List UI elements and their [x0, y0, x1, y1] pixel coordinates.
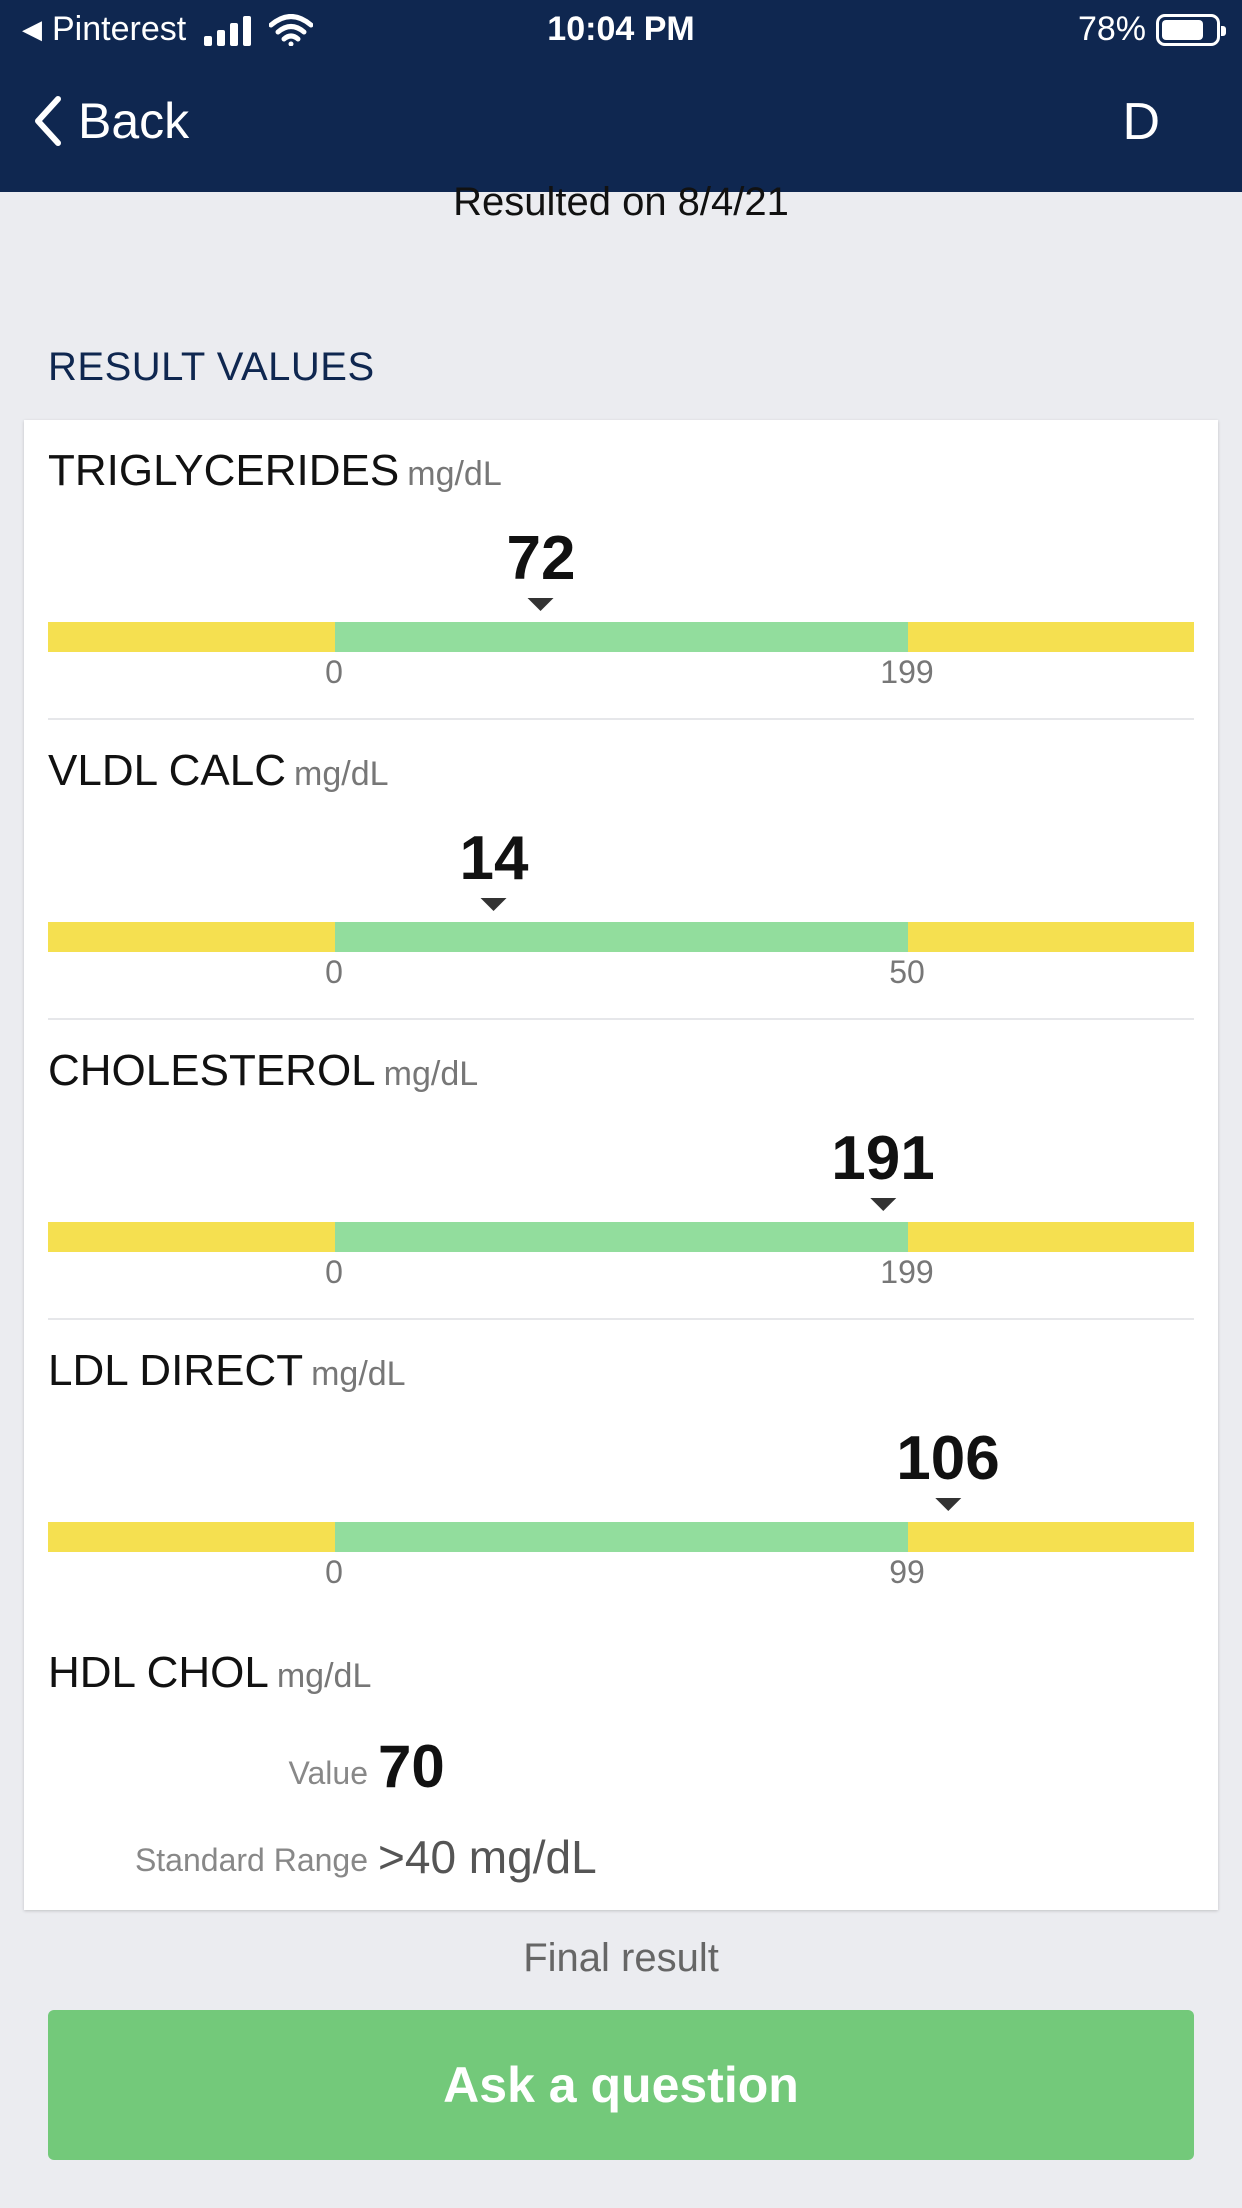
result-unit: mg/dL	[276, 1657, 372, 1695]
cellular-signal-icon	[204, 14, 252, 46]
result-name: CHOLESTEROL mg/dL	[48, 1046, 479, 1095]
range-bar	[48, 1222, 1194, 1252]
result-name: LDL DIRECT mg/dL	[48, 1346, 406, 1395]
marker-arrow-icon	[528, 598, 554, 611]
avatar[interactable]: D	[1122, 93, 1160, 151]
divider	[48, 718, 1194, 720]
standard-range-label: Standard Range	[134, 1842, 368, 1878]
chevron-left-icon	[35, 96, 61, 146]
result-unit: mg/dL	[383, 1055, 479, 1093]
wifi-icon	[269, 13, 314, 46]
range-bar	[48, 1522, 1194, 1552]
ask-question-button[interactable]: Ask a question	[48, 2010, 1194, 2160]
result-row-ldl: LDL DIRECT mg/dL 106 0 99	[24, 1320, 1218, 1620]
result-unit: mg/dL	[294, 755, 389, 793]
value-label: Value	[288, 1755, 368, 1791]
range-high: 199	[880, 654, 934, 690]
result-value-marker: 72	[506, 524, 576, 611]
result-name: TRIGLYCERIDES mg/dL	[48, 446, 502, 495]
result-value-marker: 106	[896, 1424, 1000, 1511]
marker-arrow-icon	[934, 1498, 961, 1511]
result-values-card: TRIGLYCERIDES mg/dL 72 0 199 VLDL CALC mg/…	[24, 420, 1218, 1910]
resulted-date: Resulted on 8/4/21	[453, 180, 789, 224]
marker-arrow-icon	[481, 898, 507, 911]
result-row-cholesterol: CHOLESTEROL mg/dL 191 0 199	[24, 1020, 1218, 1320]
result-value-marker: 191	[831, 1124, 935, 1211]
back-button[interactable]: Back	[32, 92, 189, 150]
back-label: Back	[78, 93, 190, 149]
result-row-vldl: VLDL CALC mg/dL 14 0 50	[24, 720, 1218, 1020]
back-to-app-icon: ◀	[22, 14, 42, 44]
range-low: 0	[325, 954, 343, 990]
back-to-app-label: Pinterest	[52, 10, 187, 48]
standard-range-value: >40 mg/dL	[378, 1831, 597, 1883]
marker-arrow-icon	[869, 1198, 896, 1211]
section-title: RESULT VALUES	[48, 345, 375, 389]
range-bar	[48, 922, 1194, 952]
range-low: 0	[325, 654, 343, 690]
battery-percent: 78%	[1077, 10, 1146, 48]
range-high: 199	[880, 1254, 934, 1290]
battery-fill	[1162, 19, 1203, 40]
range-high: 50	[889, 954, 925, 990]
range-low: 0	[325, 1254, 343, 1290]
result-value: 191	[831, 1124, 935, 1193]
result-name: VLDL CALC mg/dL	[48, 746, 389, 795]
nav-bar: Back D	[0, 62, 1242, 192]
status-left[interactable]: ◀ Pinterest	[22, 10, 314, 49]
result-name-hdl: HDL CHOL mg/dL	[48, 1648, 372, 1697]
divider	[48, 1018, 1194, 1020]
range-low: 0	[325, 1554, 343, 1590]
range-bar	[48, 622, 1194, 652]
result-unit: mg/dL	[311, 1355, 406, 1393]
result-value-marker: 14	[459, 824, 529, 911]
status-right: 78%	[1077, 10, 1226, 49]
result-row-triglycerides: TRIGLYCERIDES mg/dL 72 0 199	[24, 420, 1218, 720]
result-value: 72	[506, 524, 576, 593]
hdl-value: 70	[378, 1733, 445, 1800]
range-high: 99	[889, 1554, 925, 1590]
result-value: 14	[459, 824, 529, 893]
result-unit: mg/dL	[407, 455, 502, 493]
status-time: 10:04 PM	[547, 10, 695, 48]
status-bar: ◀ Pinterest 10:04 PM 78%	[0, 0, 1242, 62]
result-value: 106	[896, 1424, 1000, 1493]
final-result-label: Final result	[523, 1936, 719, 1980]
divider	[48, 1318, 1194, 1320]
battery-icon	[1156, 13, 1226, 46]
